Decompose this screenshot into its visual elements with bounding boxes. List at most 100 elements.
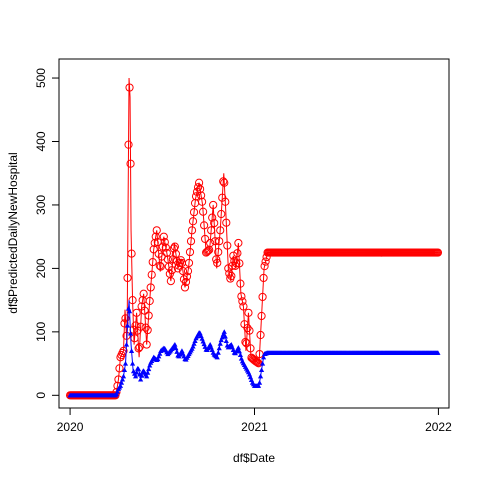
data-point (184, 258, 194, 268)
data-point (220, 178, 229, 187)
data-point (139, 289, 148, 298)
data-point (138, 376, 144, 382)
data-point (243, 323, 252, 333)
data-point (162, 248, 171, 258)
data-point (217, 341, 223, 346)
data-point (223, 338, 229, 343)
data-point (146, 366, 152, 372)
data-point (187, 226, 197, 235)
data-point (179, 348, 185, 353)
data-point (144, 373, 150, 379)
data-point (169, 244, 178, 253)
data-point (435, 350, 441, 355)
y-tick-label: 200 (34, 258, 48, 278)
data-point (174, 349, 180, 354)
y-tick-label: 100 (34, 322, 48, 342)
data-point (167, 266, 176, 275)
data-point (193, 183, 203, 192)
data-point (198, 197, 207, 206)
data-point (246, 344, 255, 353)
data-point (143, 325, 152, 335)
data-point (191, 192, 201, 201)
data-point (126, 159, 135, 168)
y-tick-label: 0 (34, 392, 48, 399)
data-point (154, 249, 163, 258)
data-point (230, 256, 239, 265)
data-point (207, 341, 213, 347)
data-point (255, 383, 262, 388)
data-point (224, 264, 233, 273)
data-point (259, 360, 266, 366)
data-point (121, 367, 128, 373)
data-point (237, 352, 243, 358)
series-layer (65, 78, 443, 400)
data-point (127, 330, 134, 336)
data-point (229, 251, 238, 260)
data-point (115, 364, 124, 373)
data-point (258, 292, 267, 302)
data-point (136, 322, 145, 331)
data-point (157, 351, 163, 356)
data-point (183, 267, 193, 276)
data-point (256, 330, 265, 340)
data-point (237, 292, 246, 301)
data-point (186, 237, 196, 246)
data-point (135, 342, 144, 352)
data-point (206, 238, 215, 248)
data-point (124, 322, 131, 328)
data-point (123, 273, 132, 283)
data-point (233, 249, 242, 258)
data-point (195, 184, 205, 194)
data-point (172, 341, 178, 347)
data-point (119, 346, 128, 355)
data-point (207, 226, 216, 235)
data-point (241, 337, 250, 347)
data-point (136, 366, 142, 372)
data-point (117, 383, 124, 388)
data-point (147, 362, 153, 368)
data-point (114, 388, 121, 394)
data-point (221, 197, 230, 206)
data-point (213, 258, 222, 268)
data-point (182, 272, 192, 281)
data-point (228, 261, 237, 270)
data-point (137, 302, 146, 311)
data-point (113, 391, 120, 397)
data-point (214, 247, 223, 257)
data-point (194, 178, 204, 187)
data-point (188, 217, 198, 226)
data-point (129, 360, 136, 366)
data-point (253, 358, 262, 367)
data-point (134, 369, 140, 375)
data-point (122, 360, 129, 366)
data-point (204, 246, 213, 255)
data-point (134, 344, 143, 353)
y-tick-label: 500 (34, 68, 48, 88)
data-point (128, 348, 135, 353)
data-point (235, 259, 244, 268)
data-point (238, 297, 247, 306)
data-point (215, 237, 224, 246)
data-point (192, 338, 198, 343)
data-point (127, 249, 136, 258)
data-point (126, 308, 133, 314)
data-point (216, 226, 225, 235)
data-point (239, 302, 248, 311)
data-point (258, 367, 265, 373)
data-point (190, 343, 196, 349)
data-point (219, 177, 228, 186)
data-point (200, 221, 209, 230)
data-point (145, 296, 154, 306)
data-point (227, 271, 236, 281)
x-axis: 2020 2021 2022 (57, 407, 452, 434)
data-point (209, 200, 218, 210)
data-point (225, 269, 234, 278)
data-point (210, 218, 219, 228)
data-point (245, 326, 254, 335)
y-axis-title: df$PredictedDailyNewHospital (6, 152, 20, 313)
data-point (181, 277, 191, 287)
data-point (179, 275, 189, 284)
data-point (124, 140, 133, 149)
data-point (121, 314, 130, 323)
data-point (252, 357, 261, 366)
